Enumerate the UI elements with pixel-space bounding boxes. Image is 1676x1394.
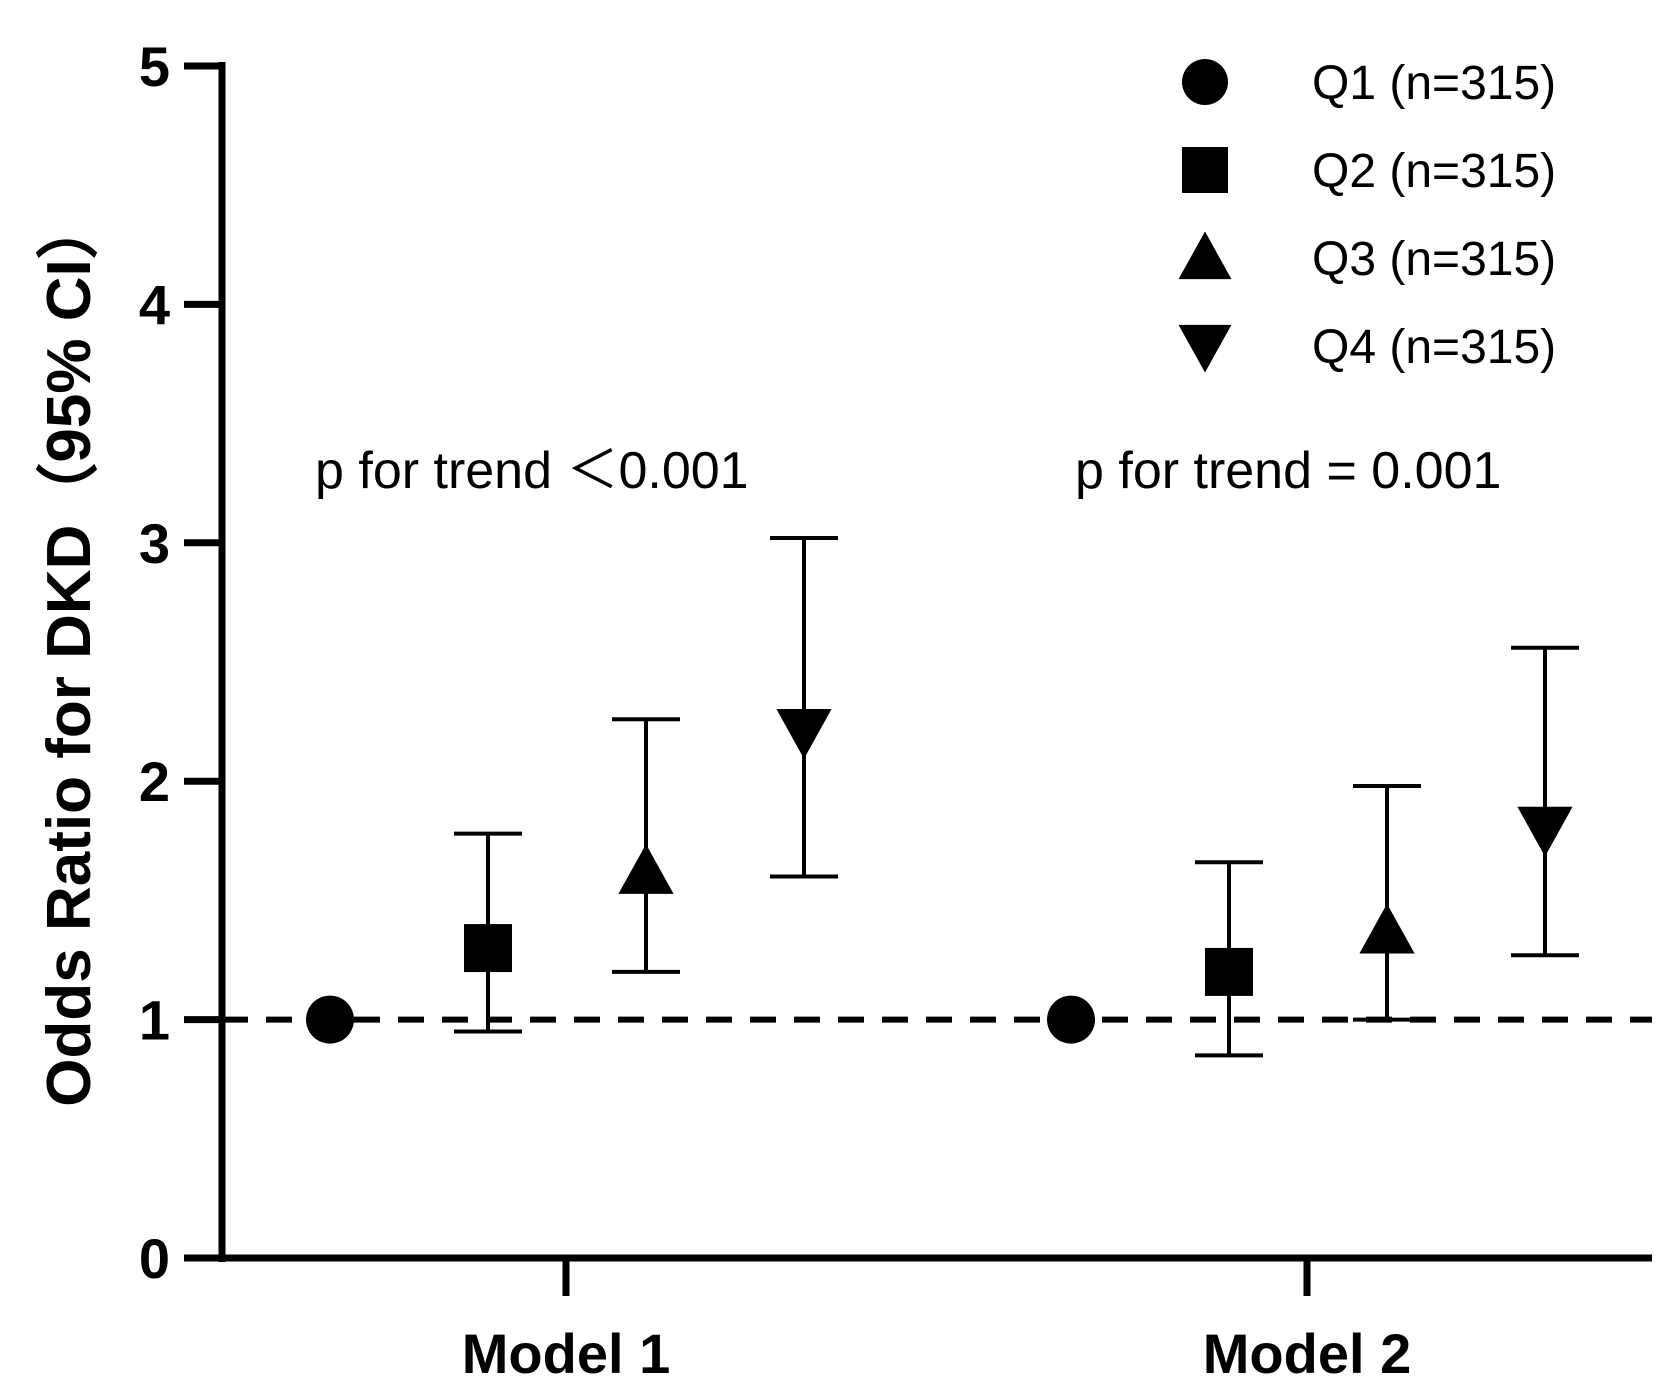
x-tick-label: Model 1 bbox=[462, 1322, 670, 1385]
legend-label: Q1 (n=315) bbox=[1312, 57, 1556, 110]
legend-marker-icon bbox=[1182, 59, 1228, 105]
data-point bbox=[1205, 947, 1253, 996]
data-marks bbox=[306, 536, 1579, 1058]
data-point bbox=[464, 924, 512, 973]
trend-annotation-model-2: p for trend = 0.001 bbox=[1075, 442, 1501, 500]
data-point bbox=[776, 709, 832, 759]
legend-marker-icon bbox=[1178, 324, 1232, 373]
y-tick-label: 1 bbox=[139, 989, 170, 1052]
data-point bbox=[1517, 806, 1573, 857]
y-axis-title: Odds Ratio for DKD（95% CI） bbox=[34, 197, 104, 1106]
y-tick-label: 3 bbox=[139, 512, 170, 575]
legend-label: Q4 (n=315) bbox=[1312, 321, 1556, 374]
data-point bbox=[618, 844, 674, 894]
legend-label: Q2 (n=315) bbox=[1312, 145, 1556, 198]
data-point bbox=[306, 995, 354, 1044]
y-tick-label: 5 bbox=[139, 35, 170, 98]
y-tick-label: 2 bbox=[139, 750, 170, 813]
y-tick-label: 4 bbox=[139, 273, 170, 336]
data-point bbox=[1047, 995, 1095, 1044]
legend-marker-icon bbox=[1178, 231, 1232, 280]
legend: Q1 (n=315) Q2 (n=315) Q3 (n=315) Q4 (n=315) bbox=[1178, 57, 1556, 374]
y-tick-label: 0 bbox=[139, 1227, 170, 1290]
axes: 0 1 2 3 4 5 Model 1 Model 2 bbox=[139, 35, 1652, 1385]
data-point bbox=[1359, 903, 1415, 954]
legend-marker-icon bbox=[1182, 147, 1228, 193]
legend-label: Q3 (n=315) bbox=[1312, 233, 1556, 286]
x-tick-label: Model 2 bbox=[1203, 1322, 1411, 1385]
trend-annotation-model-1: p for trend ＜0.001 bbox=[315, 442, 749, 500]
